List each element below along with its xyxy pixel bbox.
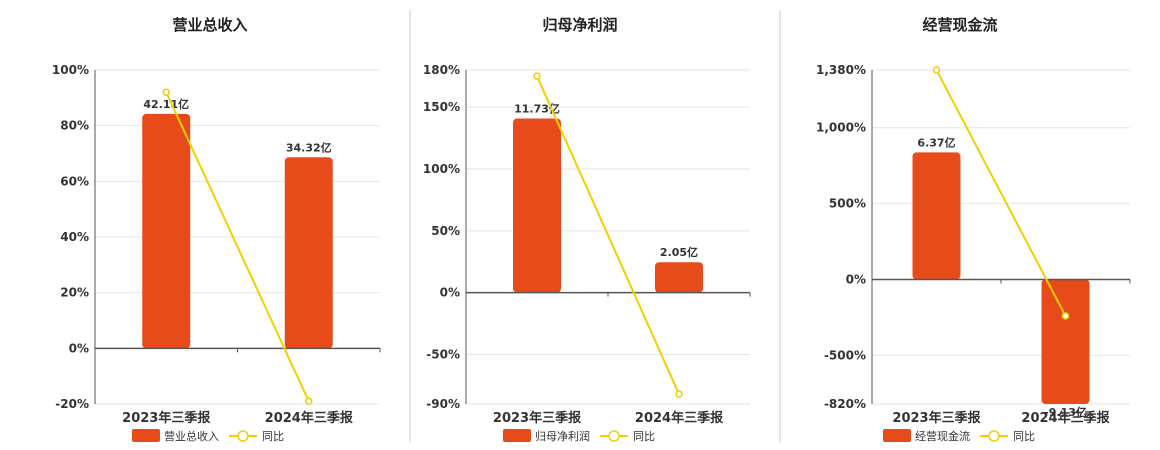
y-tick-label: 80% bbox=[60, 119, 89, 133]
legend-swatch-bar bbox=[503, 429, 531, 442]
bar bbox=[1041, 279, 1090, 404]
y-tick-label: 150% bbox=[423, 100, 460, 114]
legend-label-bar: 营业总收入 bbox=[164, 429, 219, 443]
bar bbox=[142, 113, 191, 349]
yoy-point bbox=[305, 397, 313, 405]
bar-data-label: 11.73亿 bbox=[514, 102, 560, 116]
legend-swatch-bar bbox=[883, 429, 911, 442]
yoy-line bbox=[536, 75, 680, 395]
bar-data-label: 42.11亿 bbox=[143, 97, 189, 111]
y-tick-label: -500% bbox=[824, 348, 866, 362]
y-tick-label: 1,000% bbox=[816, 121, 866, 135]
y-tick-label: 1,380% bbox=[816, 63, 866, 77]
legend-label-line: 同比 bbox=[1013, 430, 1035, 443]
y-tick-label: -820% bbox=[824, 397, 866, 411]
bar bbox=[912, 152, 961, 280]
y-tick-label: 0% bbox=[440, 286, 460, 300]
bar bbox=[655, 262, 703, 293]
yoy-line bbox=[165, 91, 310, 402]
x-tick-label: 2023年三季报 bbox=[122, 410, 211, 426]
chart-title-3: 经营现金流 bbox=[922, 16, 997, 34]
y-tick-label: 50% bbox=[431, 224, 460, 238]
y-tick-label: 100% bbox=[423, 162, 460, 176]
y-tick-label: -90% bbox=[426, 397, 460, 411]
x-tick-label: 2024年三季报 bbox=[635, 410, 724, 426]
y-tick-label: 0% bbox=[69, 341, 89, 355]
y-tick-label: -20% bbox=[55, 397, 89, 411]
bar bbox=[513, 118, 561, 293]
bar bbox=[284, 157, 333, 349]
x-tick-label: 2023年三季报 bbox=[493, 410, 582, 426]
legend-swatch-point bbox=[608, 430, 620, 442]
y-tick-label: 100% bbox=[52, 63, 89, 77]
y-tick-label: 40% bbox=[60, 230, 89, 244]
yoy-point bbox=[533, 72, 541, 80]
bar-data-label: 34.32亿 bbox=[286, 140, 332, 154]
bar-data-label: -9.13亿 bbox=[1044, 405, 1087, 419]
legend-swatch-point bbox=[237, 430, 249, 442]
x-tick-label: 2024年三季报 bbox=[265, 410, 354, 426]
x-tick-label: 2024年三季报 bbox=[1021, 410, 1110, 426]
legend-label-bar: 归母净利润 bbox=[535, 429, 590, 443]
legend-swatch-point bbox=[988, 430, 1000, 442]
bar-data-label: 6.37亿 bbox=[917, 135, 955, 149]
y-tick-label: 180% bbox=[423, 63, 460, 77]
y-tick-label: 60% bbox=[60, 174, 89, 188]
y-tick-label: 0% bbox=[846, 273, 866, 287]
bar-data-label: 2.05亿 bbox=[660, 245, 698, 259]
y-tick-label: -50% bbox=[426, 348, 460, 362]
chart-title-2: 归母净利润 bbox=[542, 16, 617, 34]
legend-label-bar: 经营现金流 bbox=[915, 429, 970, 443]
legend-label-line: 同比 bbox=[633, 430, 655, 443]
y-tick-label: 20% bbox=[60, 286, 89, 300]
x-tick-label: 2023年三季报 bbox=[892, 410, 981, 426]
legend-label-line: 同比 bbox=[262, 430, 284, 443]
yoy-point bbox=[675, 390, 683, 398]
legend-swatch-bar bbox=[132, 429, 160, 442]
yoy-point bbox=[162, 88, 170, 97]
chart-title-1: 营业总收入 bbox=[172, 16, 247, 34]
yoy-point bbox=[1061, 312, 1070, 320]
yoy-line bbox=[935, 69, 1067, 317]
y-tick-label: 500% bbox=[829, 197, 866, 211]
yoy-point bbox=[932, 66, 941, 74]
